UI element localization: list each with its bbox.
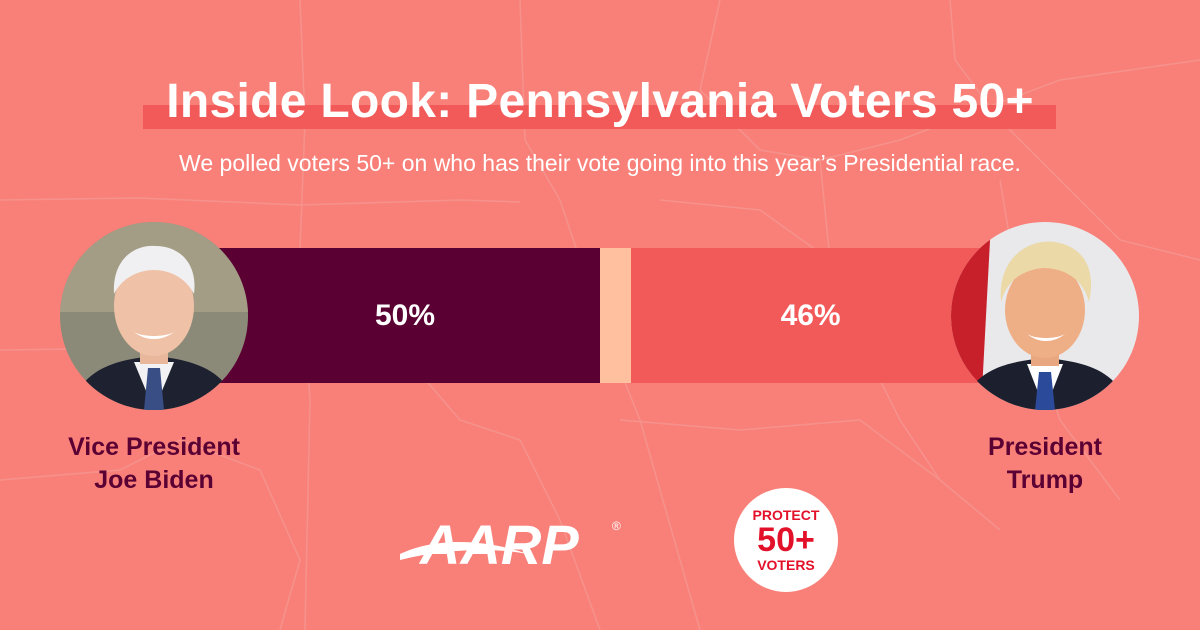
badge-middle-text: 50+ bbox=[757, 521, 815, 559]
aarp-logo: AARP ® bbox=[400, 514, 621, 574]
trump-avatar bbox=[951, 222, 1139, 410]
bar-trump: 46% bbox=[631, 248, 990, 383]
page-title: Inside Look: Pennsylvania Voters 50+ bbox=[166, 75, 1034, 128]
biden-avatar bbox=[60, 222, 248, 410]
bar-remainder bbox=[600, 248, 632, 383]
candidate-surname-biden: Joe Biden bbox=[94, 466, 214, 494]
candidate-title-trump: President bbox=[988, 433, 1102, 461]
badge-bottom-text: VOTERS bbox=[757, 557, 815, 573]
candidate-name-biden: Vice President Joe Biden bbox=[40, 431, 268, 497]
bar-biden: 50% bbox=[210, 248, 600, 383]
badge-top-text: PROTECT bbox=[752, 507, 820, 523]
aarp-logo-text: AARP bbox=[418, 514, 579, 574]
bar-label-trump: 46% bbox=[780, 298, 841, 332]
bar-label-biden: 50% bbox=[374, 298, 436, 332]
registered-mark: ® bbox=[612, 519, 621, 533]
candidate-title-biden: Vice President bbox=[68, 433, 240, 461]
title-container: Inside Look: Pennsylvania Voters 50+ bbox=[0, 74, 1200, 129]
candidate-name-trump: President Trump bbox=[940, 431, 1150, 497]
page-subtitle: We polled voters 50+ on who has their vo… bbox=[179, 150, 1021, 176]
title-highlight bbox=[143, 105, 1056, 129]
protect-voters-badge: PROTECT 50+ VOTERS bbox=[734, 488, 838, 592]
candidate-surname-trump: Trump bbox=[1006, 466, 1084, 494]
stacked-bar-chart: 50% 46% bbox=[210, 248, 990, 383]
